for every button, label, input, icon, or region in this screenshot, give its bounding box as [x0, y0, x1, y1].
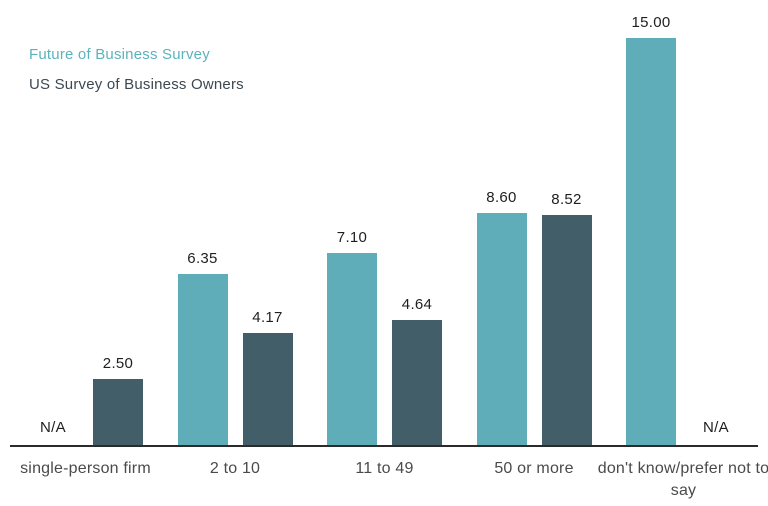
- value-label: 4.17: [252, 309, 283, 326]
- bar-slot: 7.10: [327, 229, 377, 447]
- x-axis-line: [10, 445, 758, 447]
- na-label: N/A: [703, 419, 729, 436]
- bar-slot: 15.00: [626, 14, 676, 447]
- bar-group: 15.00 N/A don't know/prefer not to say: [598, 0, 768, 499]
- value-label: 8.60: [486, 189, 517, 206]
- bar-groups: N/A 2.50 single-person firm 6.35 4.17 2 to 10…: [10, 0, 768, 499]
- plot-area: N/A 2.50 single-person firm 6.35 4.17 2 to 10…: [10, 0, 768, 499]
- bar-us-survey-of-business-owners: [242, 333, 293, 447]
- bar-group: N/A 2.50 single-person firm: [20, 0, 151, 477]
- bar-slot: N/A: [28, 419, 78, 447]
- category-label: single-person firm: [20, 460, 151, 477]
- value-label: 4.64: [401, 296, 433, 313]
- bar-slot: N/A: [691, 419, 741, 447]
- value-label: 7.10: [336, 229, 368, 246]
- bar-slot: 4.64: [392, 296, 442, 447]
- category-label: 50 or more: [494, 460, 574, 477]
- value-label: 2.50: [102, 355, 134, 372]
- category-label: 11 to 49: [355, 460, 414, 477]
- bar-future-of-business-survey: [177, 274, 228, 447]
- value-label: 8.52: [551, 191, 582, 208]
- legend: Future of Business Survey US Survey of B…: [29, 47, 244, 107]
- bar-slot: 6.35: [177, 250, 228, 447]
- bar-group: 8.60 8.52 50 or more: [476, 0, 592, 477]
- category-label: don't know/prefer not to say: [597, 460, 768, 500]
- bar-slot: 2.50: [93, 355, 143, 447]
- bar-us-survey-of-business-owners: [392, 320, 442, 447]
- bar-us-survey-of-business-owners: [93, 379, 143, 447]
- bar-us-survey-of-business-owners: [541, 215, 592, 447]
- bar-future-of-business-survey: [626, 38, 676, 447]
- legend-item-future-of-business-survey: Future of Business Survey: [29, 46, 210, 63]
- bar-group: 7.10 4.64 11 to 49: [327, 0, 442, 477]
- bar-future-of-business-survey: [476, 213, 527, 447]
- legend-item-us-survey-of-business-owners: US Survey of Business Owners: [29, 76, 244, 93]
- bar-slot: 4.17: [242, 309, 293, 447]
- value-label: 15.00: [631, 14, 671, 31]
- bar-slot: 8.60: [476, 189, 527, 447]
- value-label: 6.35: [187, 250, 218, 267]
- bar-slot: 8.52: [541, 191, 592, 447]
- bar-future-of-business-survey: [327, 253, 377, 447]
- category-label: 2 to 10: [209, 460, 261, 477]
- na-label: N/A: [40, 419, 66, 436]
- bar-group: 6.35 4.17 2 to 10: [177, 0, 293, 477]
